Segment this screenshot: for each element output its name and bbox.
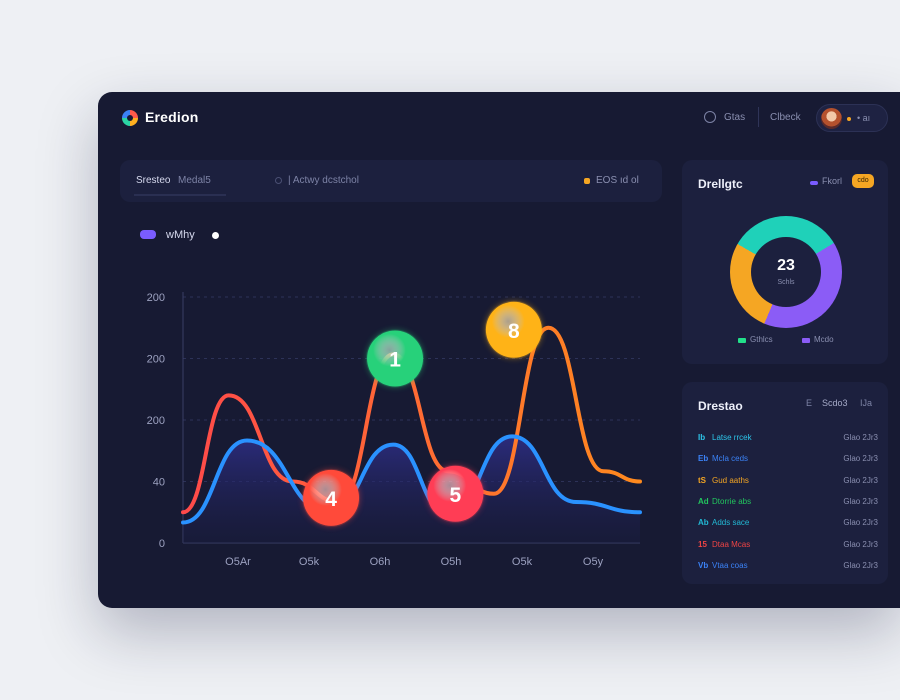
chip-swatch <box>810 181 818 185</box>
series-line-2 <box>181 434 642 525</box>
row-value: Glao 2Jr3 <box>843 475 878 485</box>
row-label: Latse rrcek <box>712 433 752 442</box>
legend-label: wMhy <box>166 229 195 241</box>
donut-legend-swatch-2 <box>802 338 810 343</box>
donut-value: 23 <box>777 257 795 274</box>
y-tick-label: 200 <box>147 292 165 304</box>
list-card: Drestao E Scdo3 IJa Ib Latse rrcek Glao 2J… <box>682 382 888 584</box>
calendar-icon <box>584 178 590 184</box>
row-icon: Eb <box>698 454 709 464</box>
list-row[interactable]: Ib Latse rrcek Glao 2Jr3 <box>698 432 878 446</box>
marker-4[interactable]: 8 <box>484 300 543 359</box>
row-icon: Ib <box>698 433 706 442</box>
list-row[interactable]: Ab Adds sace Glao 2Jr3 <box>698 517 878 531</box>
tab-3[interactable]: | Actwy dcstchol <box>288 175 359 186</box>
legend-toggle[interactable] <box>140 230 156 239</box>
tabs-bar: Sresteo Medal5 | Actwy dcstchol EOS ıd o… <box>120 160 662 202</box>
date-range-label[interactable]: EOS ıd ol <box>596 175 639 186</box>
row-value: Glao 2Jr3 <box>843 433 878 442</box>
row-value: Glao 2Jr3 <box>843 539 878 549</box>
pin-icon <box>275 177 282 184</box>
row-icon: Ad <box>698 496 709 506</box>
y-tick-label: 200 <box>147 415 165 427</box>
marker-2[interactable]: 1 <box>366 329 425 388</box>
marker-1[interactable]: 4 <box>302 468 361 527</box>
nav-link-2[interactable]: Clbeck <box>770 112 801 123</box>
row-label: Mcla ceds <box>712 454 749 464</box>
tab-2[interactable]: Medal5 <box>178 175 211 186</box>
top-divider <box>758 107 759 127</box>
list-row[interactable]: 15 Dtaa Mcas Glao 2Jr3 <box>698 539 878 553</box>
line-chart: 0 40 200 200 200 O5Ar O5k O6h O5h O5k O5y 4 1 5 8 <box>147 292 642 568</box>
row-label: Adds sace <box>712 518 750 528</box>
donut-card-title: Drellgtc <box>698 177 743 191</box>
legend-dot <box>212 232 219 239</box>
marker-bubble <box>367 330 424 387</box>
donut-sublabel: Schls <box>777 279 795 286</box>
list-header-b[interactable]: Scdo3 <box>822 398 848 408</box>
marker-bubble <box>485 301 542 358</box>
marker-bubble <box>427 465 484 522</box>
marker-3[interactable]: 5 <box>426 464 485 523</box>
avatar <box>821 108 842 129</box>
x-tick-label: O5k <box>512 556 533 568</box>
list-row[interactable]: Ad Dtorrie abs Glao 2Jr3 <box>698 496 878 510</box>
row-label: Vtaa coas <box>712 560 748 570</box>
donut-hole: 23 Schls <box>751 237 821 307</box>
marker-label: 5 <box>450 484 462 507</box>
row-label: Dtaa Mcas <box>712 539 751 549</box>
top-bar: Eredion Gtas Clbeck • aı <box>98 92 900 144</box>
globe-icon[interactable] <box>704 111 716 123</box>
y-tick-label: 40 <box>153 477 165 489</box>
status-dot <box>847 117 851 121</box>
x-tick-label: O6h <box>370 556 391 568</box>
list-row[interactable]: Vb Vtaa coas Glao 2Jr3 <box>698 560 878 574</box>
list-row[interactable]: Eb Mcla ceds Glao 2Jr3 <box>698 453 878 467</box>
series-2-area <box>183 436 640 543</box>
row-value: Glao 2Jr3 <box>843 560 878 570</box>
user-label: • aı <box>857 113 871 123</box>
dashboard-window: Eredion Gtas Clbeck • aı Sresteo Medal5 … <box>98 92 900 608</box>
donut-legend-label-1: Gthlcs <box>750 335 773 344</box>
user-menu[interactable]: • aı <box>816 104 888 132</box>
row-value: Glao 2Jr3 <box>843 518 878 528</box>
tab-1[interactable]: Sresteo <box>136 175 171 186</box>
row-value: Glao 2Jr3 <box>843 454 878 464</box>
y-tick-label: 0 <box>159 538 165 550</box>
list-card-title: Drestao <box>698 399 743 413</box>
row-label: Gud aaths <box>712 475 749 485</box>
x-tick-label: O5k <box>299 556 320 568</box>
chip-badge[interactable]: cdo <box>852 174 874 188</box>
marker-label: 1 <box>389 349 401 372</box>
row-icon: 15 <box>698 539 707 549</box>
list-row[interactable]: tS Gud aaths Glao 2Jr3 <box>698 475 878 489</box>
donut-legend-swatch-1 <box>738 338 746 343</box>
list-header-c[interactable]: IJa <box>860 398 873 408</box>
donut-legend-label-2: Mcdo <box>814 335 834 344</box>
x-tick-label: O5y <box>583 556 604 568</box>
marker-label: 8 <box>508 320 520 343</box>
y-tick-label: 200 <box>147 354 165 366</box>
tab-underline <box>134 194 226 196</box>
x-tick-label: O5h <box>441 556 462 568</box>
donut-chart: 23 Schls <box>730 216 842 328</box>
logo-icon <box>122 110 138 126</box>
row-icon: tS <box>698 475 706 485</box>
chip-label[interactable]: Fkorl <box>822 176 842 186</box>
series-line-1 <box>181 325 642 515</box>
list-header-a: E <box>806 398 813 408</box>
nav-link-1[interactable]: Gtas <box>724 112 746 123</box>
row-value: Glao 2Jr3 <box>843 496 878 506</box>
marker-label: 4 <box>325 488 337 511</box>
donut-card: Drellgtc Fkorl cdo 23 Schls Gthlcs Mcdo <box>682 160 888 364</box>
x-tick-label: O5Ar <box>225 556 251 568</box>
row-icon: Vb <box>698 560 709 570</box>
row-icon: Ab <box>698 518 709 528</box>
marker-bubble <box>303 469 360 526</box>
row-label: Dtorrie abs <box>712 496 752 506</box>
brand-name: Eredion <box>145 109 199 125</box>
